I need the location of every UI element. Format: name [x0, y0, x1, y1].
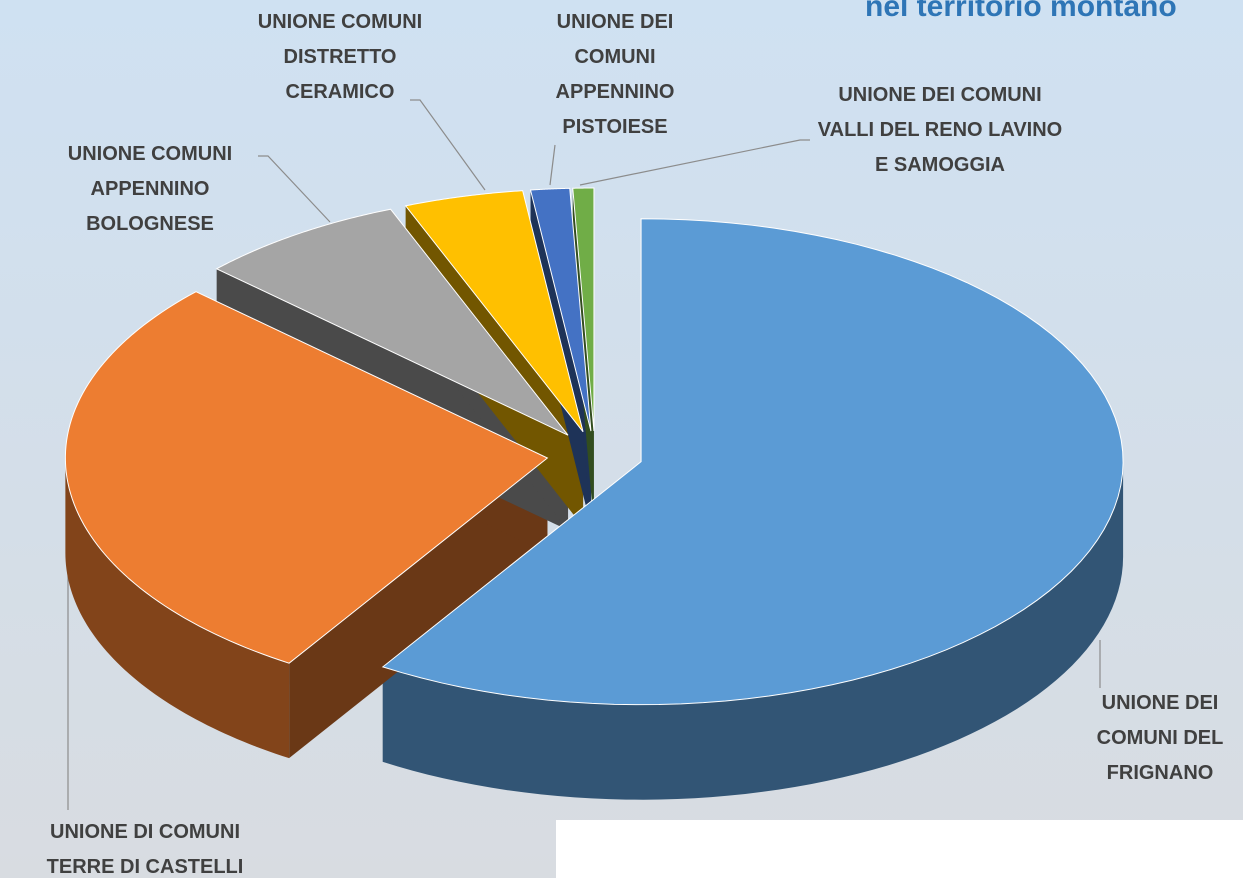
slice [404, 190, 584, 433]
slice-label: UNIONE DEI COMUNI VALLI DEL RENO LAVINO … [817, 84, 1063, 176]
slice-label: UNIONE COMUNI APPENNINO BOLOGNESE [67, 143, 233, 235]
chart-title: nel territorio montano [865, 0, 1177, 23]
leader-line [410, 99, 486, 191]
slice [572, 187, 595, 432]
slice [215, 208, 569, 436]
slice-label: UNIONE COMUNI DISTRETTO CERAMICO [257, 11, 423, 103]
leader-lines [67, 99, 1101, 810]
white-panel [556, 820, 1243, 878]
slice [64, 291, 549, 664]
slice-label: UNIONE DEI COMUNI DEL FRIGNANO [1096, 692, 1224, 784]
slice [381, 218, 1124, 706]
leader-line [549, 144, 556, 186]
leader-line [258, 155, 331, 223]
slice [529, 187, 592, 432]
slice-cut-face [289, 458, 548, 759]
slice-label: UNIONE DEI COMUNI APPENNINO PISTOIESE [555, 11, 675, 138]
slice-side [382, 461, 1124, 800]
slice-label: UNIONE DI COMUNI TERRE DI CASTELLI [46, 821, 244, 878]
leader-line [579, 139, 810, 186]
slice-tops [64, 187, 1124, 706]
pie [64, 187, 1124, 800]
slice-side [65, 458, 290, 759]
